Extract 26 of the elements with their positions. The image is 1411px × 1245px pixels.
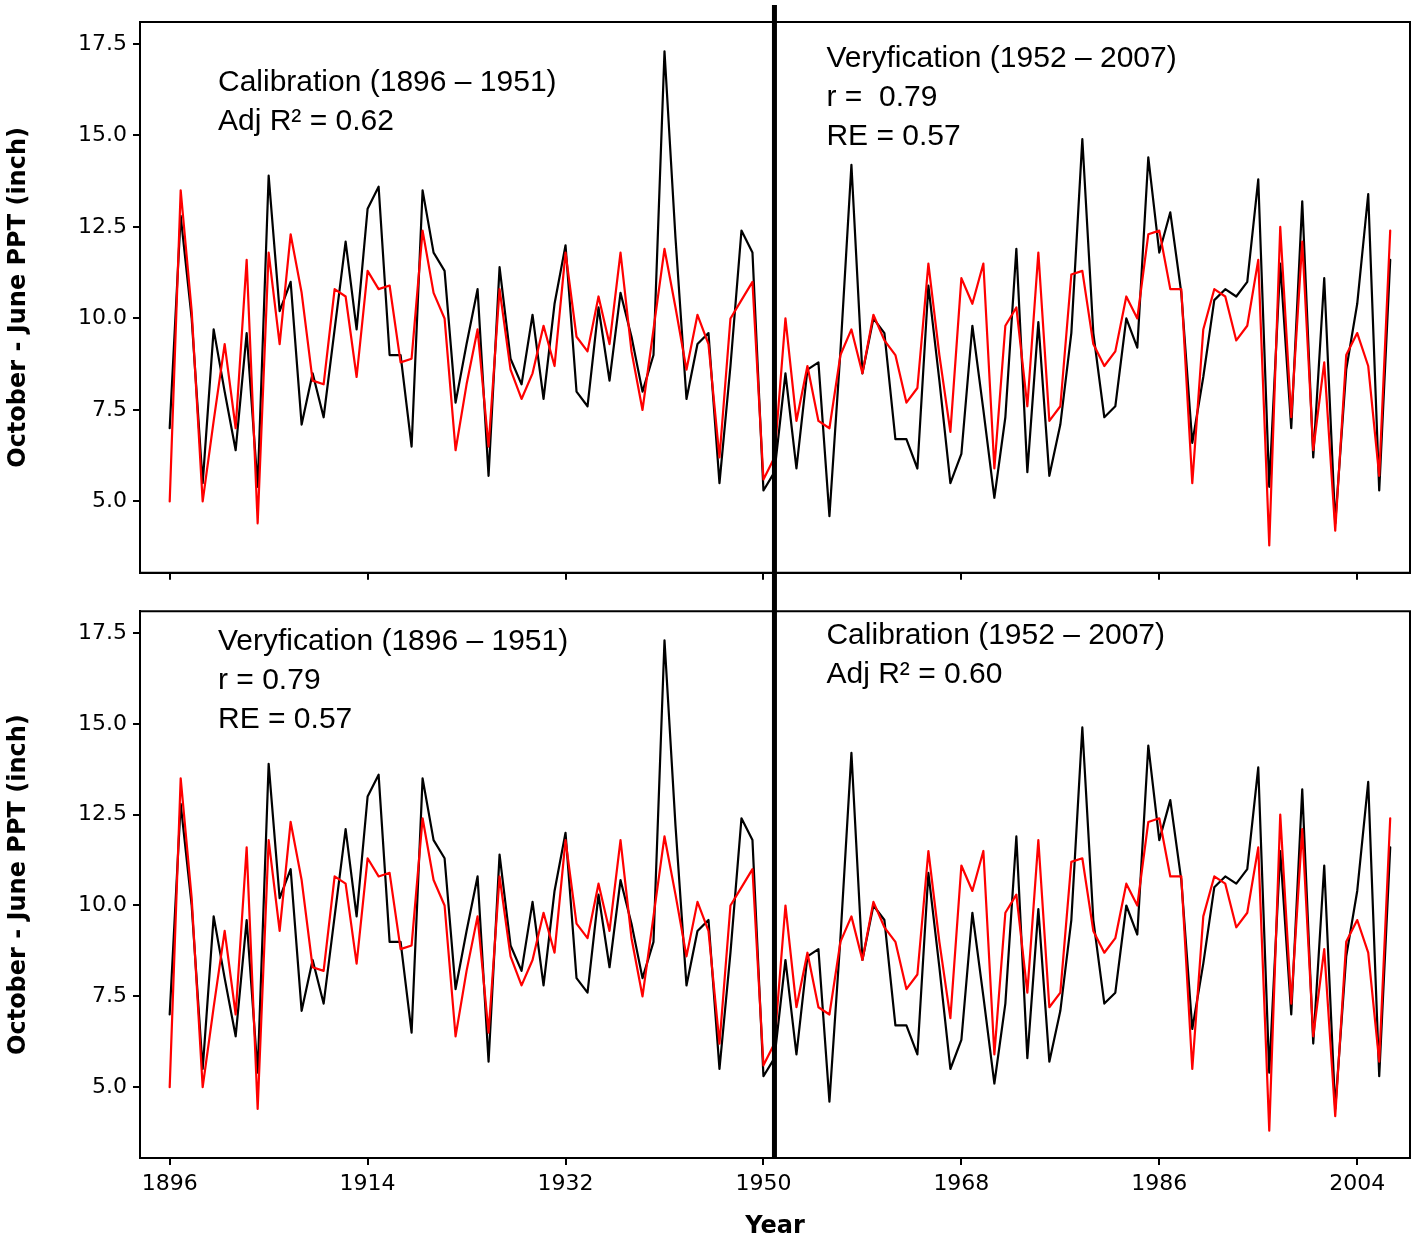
x-tick-label: 1896 xyxy=(141,1169,198,1195)
x-tick-label: 1968 xyxy=(933,1169,990,1195)
y-tick-label: 10.0 xyxy=(78,891,127,917)
y-axis-title: October - June PPT (inch) xyxy=(2,127,31,468)
y-tick-label: 5.0 xyxy=(92,487,127,513)
y-tick-label: 12.5 xyxy=(78,212,127,238)
annotation: Veryfication (1952 – 2007) r = 0.79 RE = 0.57 xyxy=(826,40,1177,152)
annotation: Veryfication (1896 – 1951) r = 0.79 RE = 0.57 xyxy=(218,623,569,735)
x-tick-label: 1932 xyxy=(537,1169,594,1195)
y-tick-label: 5.0 xyxy=(92,1072,127,1098)
y-tick-label: 7.5 xyxy=(92,982,127,1008)
annotation: Calibration (1896 – 1951) Adj R² = 0.62 xyxy=(218,64,557,137)
y-tick-label: 17.5 xyxy=(78,29,127,55)
x-axis-title: Year xyxy=(744,1210,805,1239)
y-tick-label: 12.5 xyxy=(78,800,127,826)
y-tick-label: 15.0 xyxy=(78,121,127,147)
x-tick-label: 2004 xyxy=(1329,1169,1386,1195)
y-tick-label: 7.5 xyxy=(92,395,127,421)
y-axis-title: October - June PPT (inch) xyxy=(2,714,31,1055)
x-tick-label: 1914 xyxy=(339,1169,396,1195)
x-tick-label: 1986 xyxy=(1131,1169,1188,1195)
x-tick-label: 1950 xyxy=(735,1169,792,1195)
y-tick-label: 17.5 xyxy=(78,618,127,644)
y-tick-label: 10.0 xyxy=(78,304,127,330)
y-tick-label: 15.0 xyxy=(78,709,127,735)
annotation: Calibration (1952 – 2007) Adj R² = 0.60 xyxy=(826,617,1166,690)
